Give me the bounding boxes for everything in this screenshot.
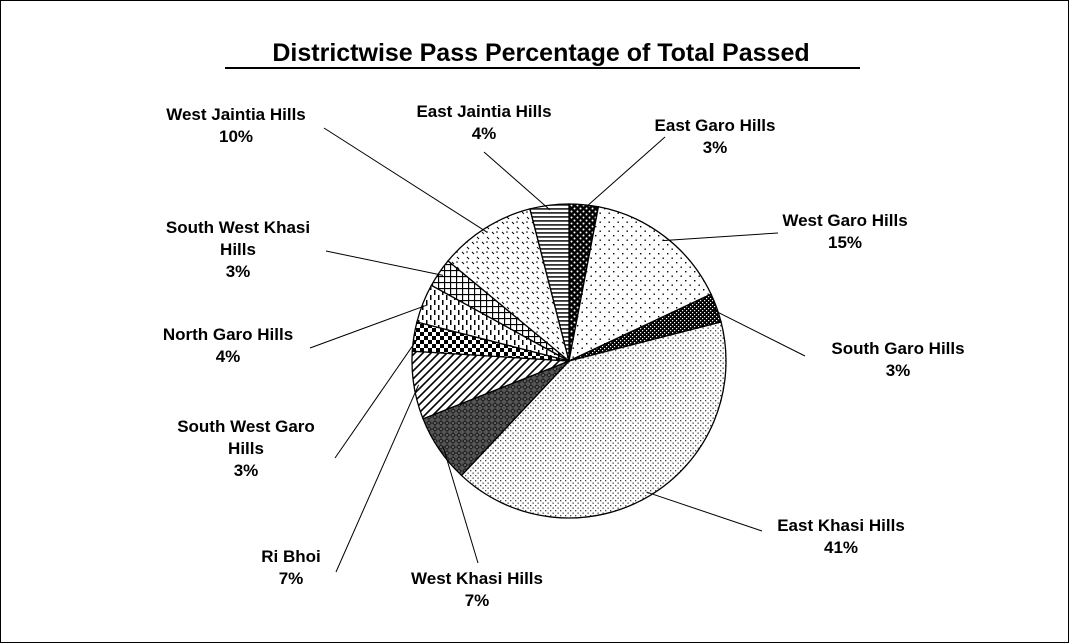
slice-name-label: East Jaintia Hills bbox=[416, 102, 551, 121]
slice-name-label: Hills bbox=[220, 240, 256, 259]
slice-percent-label: 3% bbox=[703, 138, 728, 157]
pie-slice-east-khasi-hills bbox=[460, 321, 727, 519]
pie-slice-west-jaintia-hills bbox=[447, 208, 571, 363]
pie-slice-west-garo-hills bbox=[568, 206, 712, 363]
slice-name-label: North Garo Hills bbox=[163, 325, 293, 344]
slice-percent-label: 7% bbox=[279, 569, 304, 588]
leader-line bbox=[335, 384, 420, 573]
pie-slices bbox=[411, 203, 727, 519]
slice-percent-label: 15% bbox=[828, 233, 862, 252]
leader-line bbox=[334, 336, 419, 459]
pie-slice-east-jaintia-hills bbox=[529, 203, 570, 362]
leader-lines bbox=[309, 127, 806, 573]
slice-percent-label: 4% bbox=[472, 124, 497, 143]
slice-name-label: South Garo Hills bbox=[831, 339, 964, 358]
leader-line bbox=[662, 232, 779, 242]
slice-name-label: Ri Bhoi bbox=[261, 547, 321, 566]
slice-labels: East Garo Hills 3% West Garo Hills 15% South… bbox=[163, 102, 965, 610]
slice-name-label: East Garo Hills bbox=[655, 116, 776, 135]
leader-line bbox=[583, 136, 666, 210]
slice-name-label: East Khasi Hills bbox=[777, 516, 905, 535]
slice-name-label: South West Khasi bbox=[166, 218, 310, 237]
slice-name-label: West Jaintia Hills bbox=[166, 105, 306, 124]
leader-line bbox=[323, 127, 488, 233]
slice-percent-label: 7% bbox=[465, 591, 490, 610]
leader-line bbox=[309, 304, 428, 349]
slice-name-label: Hills bbox=[228, 439, 264, 458]
slice-name-label: West Garo Hills bbox=[782, 211, 907, 230]
slice-percent-label: 4% bbox=[216, 347, 241, 366]
slice-percent-label: 41% bbox=[824, 538, 858, 557]
leader-line bbox=[325, 250, 444, 276]
slice-percent-label: 3% bbox=[234, 461, 259, 480]
slice-percent-label: 3% bbox=[226, 262, 251, 281]
leader-line bbox=[483, 151, 551, 211]
slice-percent-label: 10% bbox=[219, 127, 253, 146]
leader-line bbox=[712, 308, 806, 357]
chart-title: Districtwise Pass Percentage of Total Pa… bbox=[272, 39, 809, 67]
slice-name-label: South West Garo bbox=[177, 417, 315, 436]
slice-name-label: West Khasi Hills bbox=[411, 569, 543, 588]
slice-percent-label: 3% bbox=[886, 361, 911, 380]
leader-line bbox=[646, 491, 763, 532]
leader-line bbox=[442, 446, 479, 564]
